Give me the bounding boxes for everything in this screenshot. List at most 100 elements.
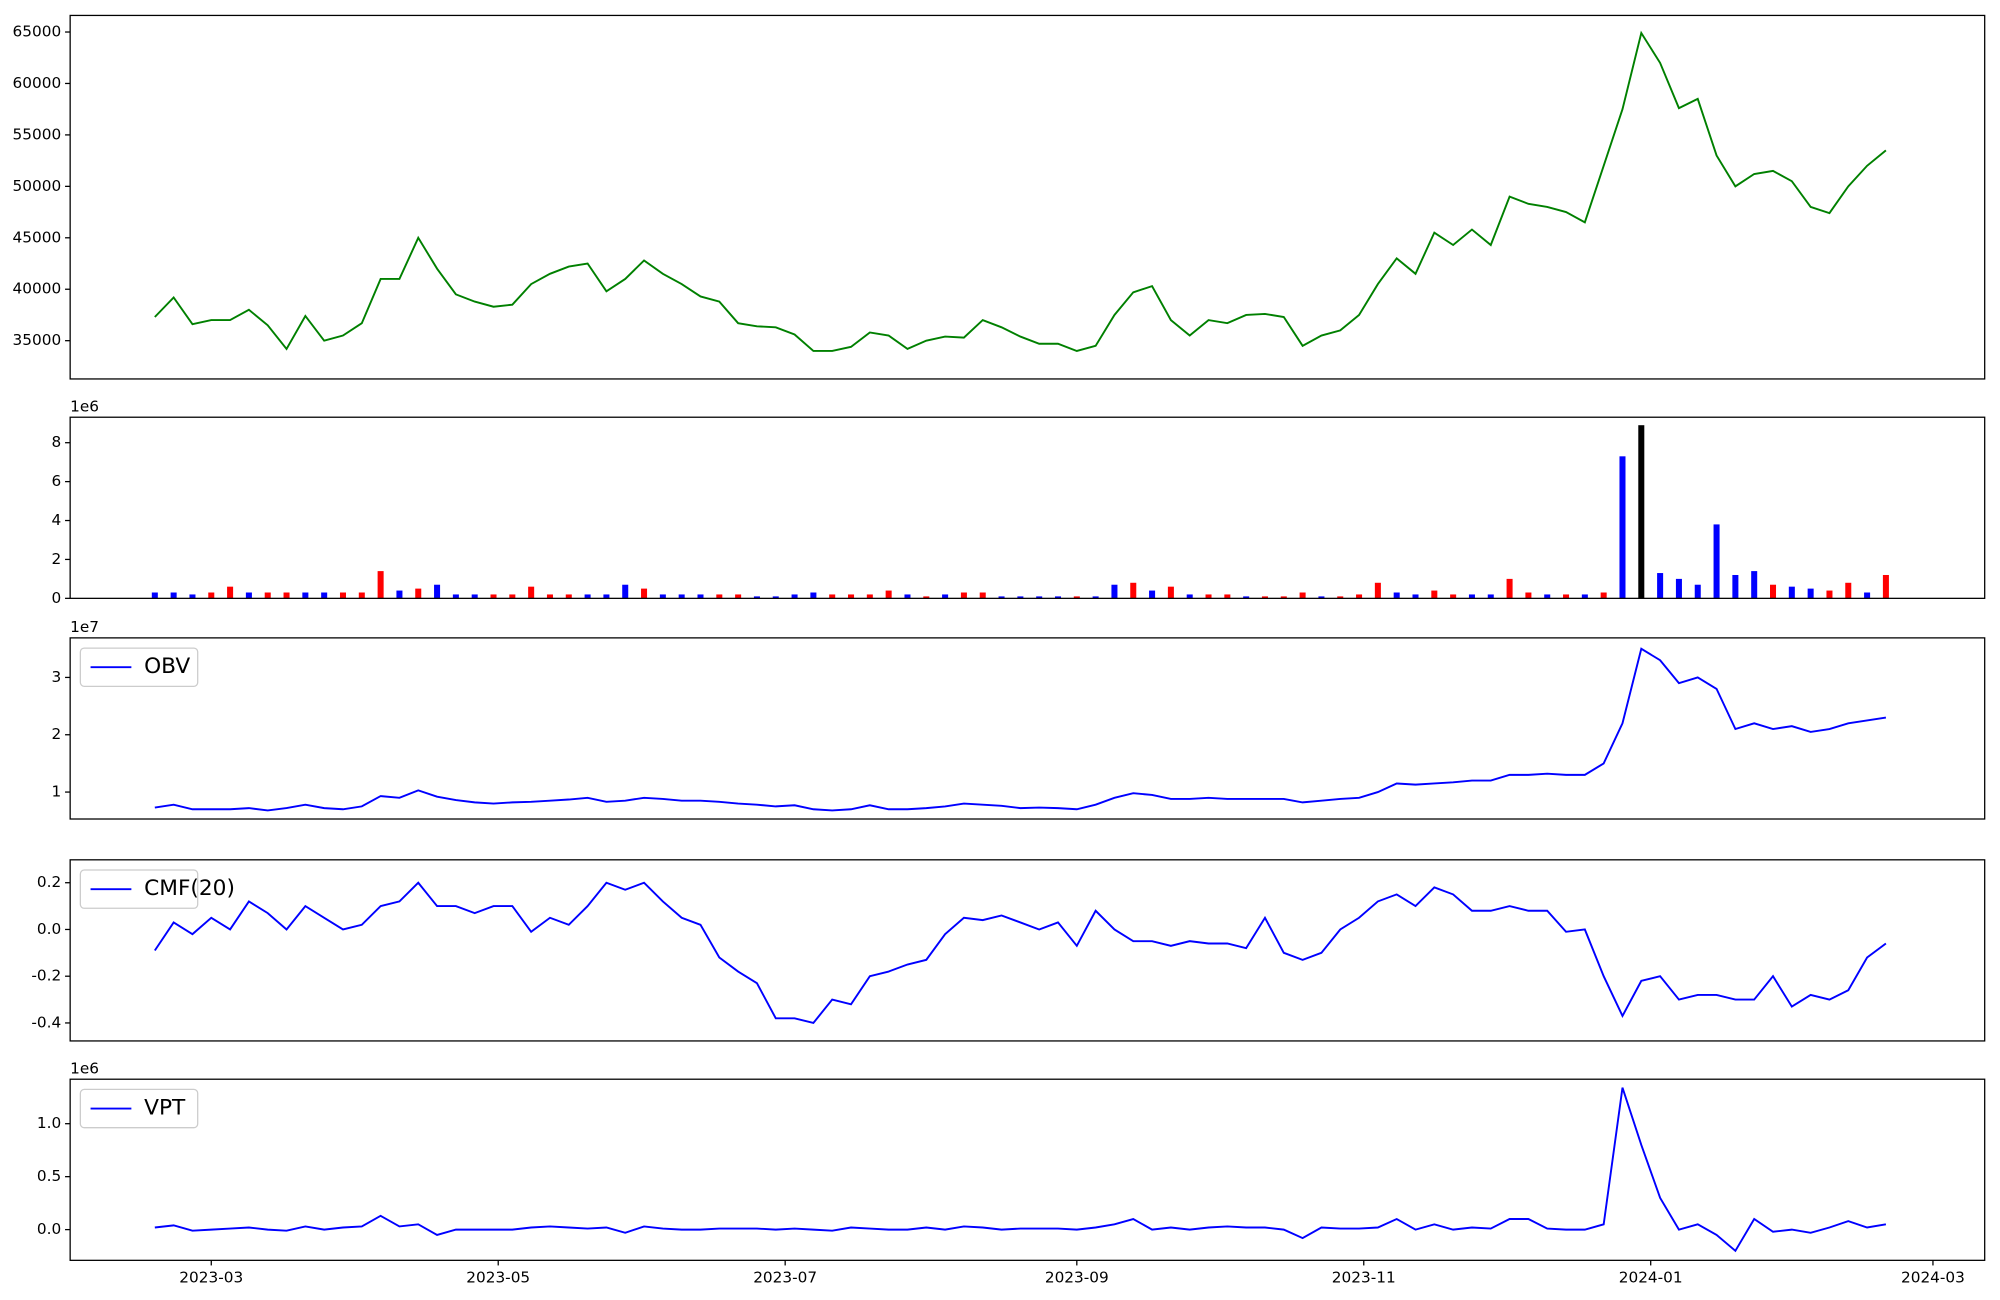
plot-frame: [69, 637, 1986, 820]
volume-bar: [283, 592, 290, 599]
volume-bar: [208, 592, 215, 599]
volume-bar: [170, 592, 177, 599]
volume-bar: [1280, 596, 1287, 599]
data-line: [154, 881, 1887, 1025]
volume-bar: [960, 592, 967, 599]
y-tick-label: 55000: [13, 125, 62, 143]
y-tick-label: -0.2: [31, 967, 61, 985]
volume-bar: [1167, 586, 1174, 599]
x-tick-label: 2023-07: [753, 1269, 817, 1287]
y-tick-label: 0.0: [37, 1220, 61, 1238]
volume-bar: [1431, 590, 1438, 599]
volume-bar: [942, 594, 949, 599]
y-tick-label: 4: [51, 511, 61, 529]
legend-box: [79, 869, 199, 909]
y-tick-label: 3: [51, 668, 61, 686]
volume-bar: [1205, 594, 1212, 599]
x-tick-label: 2023-05: [466, 1269, 530, 1287]
volume-bar: [1845, 582, 1852, 599]
volume-bar: [603, 594, 610, 599]
volume-bar: [1468, 594, 1475, 599]
volume-bar: [735, 594, 742, 599]
x-tick-label: 2023-03: [179, 1269, 243, 1287]
volume-bar: [1073, 596, 1080, 599]
volume-bar: [264, 592, 271, 599]
volume-bar: [1732, 574, 1739, 599]
volume-bar: [1318, 596, 1325, 599]
plot-frame: [69, 1078, 1986, 1261]
volume-bar: [1393, 592, 1400, 599]
y-tick-label: 8: [51, 433, 61, 451]
volume-bar: [1017, 596, 1024, 599]
y-tick-label: 1.0: [37, 1114, 61, 1132]
data-line: [154, 1087, 1887, 1253]
y-tick-label: 0: [51, 589, 61, 607]
x-tick-label: 2024-03: [1901, 1269, 1965, 1287]
y-tick-label: 35000: [13, 331, 62, 349]
volume-bar: [1675, 578, 1682, 599]
volume-bar: [377, 571, 384, 599]
volume-bar: [151, 592, 158, 599]
volume-bar: [528, 586, 535, 599]
y-tick-label: 45000: [13, 228, 62, 246]
data-line: [154, 647, 1887, 812]
y-offset-label: 1e6: [70, 398, 99, 416]
x-tick-label: 2024-01: [1619, 1269, 1683, 1287]
volume-bar: [1807, 588, 1814, 599]
plot-frame: [69, 859, 1986, 1042]
plot-frame: [69, 14, 1986, 380]
volume-bar: [434, 584, 441, 599]
volume-bar: [1130, 582, 1137, 599]
volume-bar: [885, 590, 892, 599]
y-tick-label: 65000: [13, 23, 62, 41]
y-offset-label: 1e6: [70, 1060, 99, 1078]
volume-bar: [1864, 592, 1871, 599]
x-tick-label: 2023-11: [1332, 1269, 1396, 1287]
volume-bar: [810, 592, 817, 599]
volume-bar: [1149, 590, 1156, 599]
volume-bar: [622, 584, 629, 599]
volume-bar: [791, 594, 798, 599]
volume-bar: [716, 594, 723, 599]
y-tick-label: 0.0: [37, 920, 61, 938]
volume-bar: [565, 594, 572, 599]
volume-bar: [678, 594, 685, 599]
volume-bar: [1525, 592, 1532, 599]
y-tick-label: 40000: [13, 280, 62, 298]
y-tick-label: 60000: [13, 74, 62, 92]
volume-bar: [1506, 578, 1513, 599]
volume-bar: [659, 594, 666, 599]
volume-bar: [546, 594, 553, 599]
volume-bar: [923, 596, 930, 599]
volume-bar: [1638, 425, 1645, 599]
volume-bar: [1374, 582, 1381, 599]
volume-bar: [1619, 456, 1626, 599]
legend-box: [79, 1088, 199, 1129]
volume-bar: [1826, 590, 1833, 599]
plot-frame: [69, 416, 1986, 599]
volume-bar: [1092, 596, 1099, 599]
volume-bar: [452, 594, 459, 599]
volume-bar: [490, 594, 497, 599]
volume-bar: [1224, 594, 1231, 599]
y-offset-label: 1e7: [70, 618, 99, 636]
y-tick-label: 50000: [13, 177, 62, 195]
volume-bar: [1788, 586, 1795, 599]
volume-bar: [1600, 592, 1607, 599]
volume-bar: [321, 592, 328, 599]
volume-bar: [227, 586, 234, 599]
volume-bar: [358, 592, 365, 599]
volume-bar: [979, 592, 986, 599]
volume-bar: [396, 590, 403, 599]
volume-bar: [904, 594, 911, 599]
volume-bar: [1581, 594, 1588, 599]
volume-bar: [1770, 584, 1777, 599]
volume-bar: [1487, 594, 1494, 599]
volume-bar: [1054, 596, 1062, 599]
x-tick-label: 2023-09: [1045, 1269, 1109, 1287]
y-tick-label: 1: [51, 783, 61, 801]
volume-bar: [848, 594, 855, 599]
volume-bar: [1563, 594, 1570, 599]
legend-label: CMF(20): [144, 876, 235, 901]
